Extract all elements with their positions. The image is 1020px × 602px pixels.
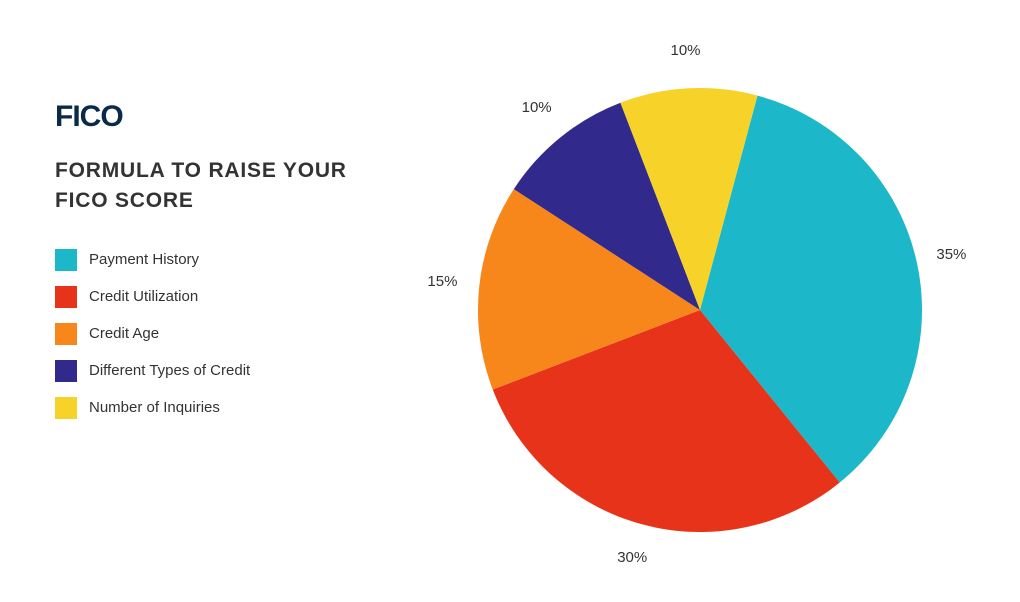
legend-label: Payment History bbox=[89, 251, 199, 268]
legend-swatch bbox=[55, 323, 77, 345]
legend-label: Different Types of Credit bbox=[89, 362, 250, 379]
legend-label: Credit Age bbox=[89, 325, 159, 342]
pie-svg bbox=[420, 20, 980, 580]
legend-label: Credit Utilization bbox=[89, 288, 198, 305]
legend-item: Number of Inquiries bbox=[55, 397, 370, 419]
slice-label: 15% bbox=[427, 273, 457, 290]
pie-chart: 35% 30% 15% 10% 10% bbox=[420, 20, 980, 580]
chart-panel: 35% 30% 15% 10% 10% bbox=[370, 0, 1020, 602]
legend-swatch bbox=[55, 360, 77, 382]
legend-swatch bbox=[55, 286, 77, 308]
chart-container: FICO FORMULA TO RAISE YOUR FICO SCORE Pa… bbox=[0, 0, 1020, 602]
fico-logo: FICO bbox=[55, 100, 370, 134]
legend-item: Payment History bbox=[55, 249, 370, 271]
slice-label: 10% bbox=[522, 99, 552, 116]
legend-item: Credit Age bbox=[55, 323, 370, 345]
chart-title: FORMULA TO RAISE YOUR FICO SCORE bbox=[55, 156, 370, 217]
slice-label: 35% bbox=[936, 246, 966, 263]
legend-swatch bbox=[55, 397, 77, 419]
slice-label: 30% bbox=[617, 549, 647, 566]
legend-label: Number of Inquiries bbox=[89, 399, 220, 416]
slice-label: 10% bbox=[670, 42, 700, 59]
info-panel: FICO FORMULA TO RAISE YOUR FICO SCORE Pa… bbox=[0, 0, 370, 602]
legend-item: Credit Utilization bbox=[55, 286, 370, 308]
legend-item: Different Types of Credit bbox=[55, 360, 370, 382]
legend: Payment History Credit Utilization Credit … bbox=[55, 249, 370, 419]
legend-swatch bbox=[55, 249, 77, 271]
